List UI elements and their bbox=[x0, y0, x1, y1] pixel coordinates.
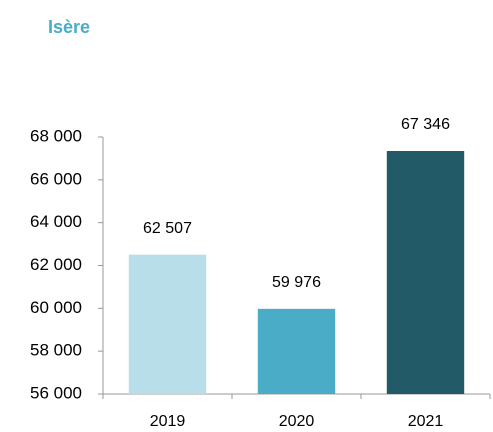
chart-title: Isère bbox=[48, 17, 90, 37]
x-tick-label: 2020 bbox=[279, 413, 315, 430]
y-tick-label: 68 000 bbox=[30, 126, 82, 145]
y-tick-label: 66 000 bbox=[30, 169, 82, 188]
y-tick-label: 64 000 bbox=[30, 212, 82, 231]
bar bbox=[257, 308, 336, 394]
bar bbox=[128, 254, 207, 394]
x-tick-label: 2021 bbox=[408, 413, 444, 430]
value-label: 62 507 bbox=[143, 220, 192, 237]
y-tick-label: 58 000 bbox=[30, 341, 82, 360]
y-tick-label: 60 000 bbox=[30, 298, 82, 317]
value-label: 59 976 bbox=[272, 274, 321, 291]
value-label: 67 346 bbox=[401, 116, 450, 133]
bar bbox=[386, 151, 465, 394]
x-tick-label: 2019 bbox=[150, 413, 186, 430]
y-tick-label: 62 000 bbox=[30, 255, 82, 274]
y-tick-label: 56 000 bbox=[30, 383, 82, 402]
